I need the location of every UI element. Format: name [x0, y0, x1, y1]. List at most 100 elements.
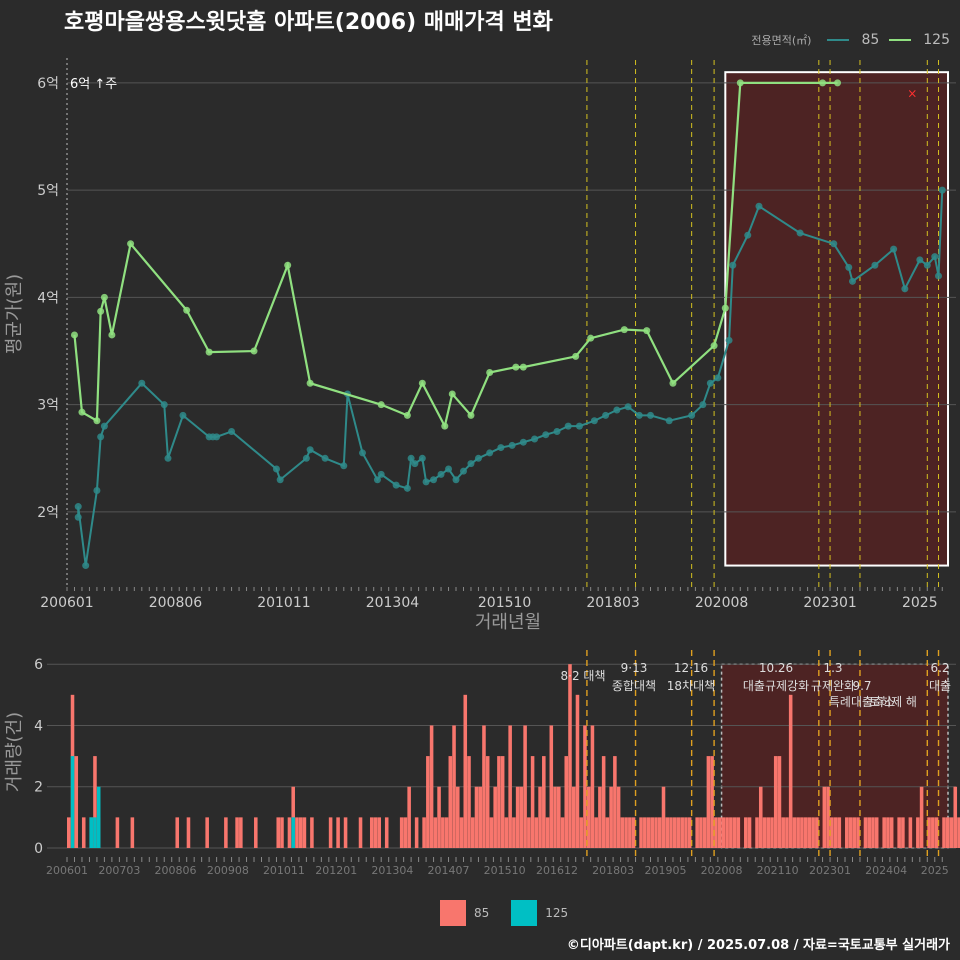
price-point-85: [486, 449, 494, 457]
volume-bar-85: [762, 817, 767, 848]
volume-bar-85: [130, 817, 135, 848]
legend-swatch-125: [889, 39, 912, 41]
price-point-85: [321, 454, 329, 462]
volume-bar-85: [680, 817, 684, 848]
volume-bar-85: [571, 786, 576, 848]
price-point-85: [497, 444, 505, 452]
volume-bar-85: [403, 817, 408, 848]
volume-bar-125: [89, 817, 93, 848]
volume-bar-85: [549, 725, 554, 848]
price-annotation: 6억 ↑주: [70, 77, 117, 92]
volume-y-tick: 0: [34, 841, 43, 857]
price-point-85: [624, 403, 632, 411]
volume-y-tick: 4: [34, 718, 43, 734]
volume-bar-85: [744, 817, 748, 848]
policy-label-bottom: 규제완화: [811, 679, 855, 693]
volume-bar-85: [328, 817, 333, 848]
legend-bar-label-125: 125: [545, 906, 569, 920]
volume-bar-85: [81, 817, 86, 848]
volume-bar-85: [302, 817, 307, 848]
volume-bar-85: [616, 786, 621, 848]
volume-x-tick: 201304: [371, 864, 413, 877]
volume-bar-85: [594, 817, 598, 848]
policy-label-bottom: 토허제 해: [869, 695, 917, 709]
volume-bar-85: [478, 786, 483, 848]
volume-bar-85: [631, 817, 636, 848]
volume-bar-85: [863, 817, 868, 848]
price-point-85: [228, 427, 236, 435]
price-point-125: [250, 347, 258, 355]
volume-bar-85: [575, 694, 580, 848]
volume-bar-85: [650, 817, 655, 848]
price-point-85: [272, 465, 280, 473]
volume-x-tick: 2025: [921, 864, 949, 877]
volume-bar-85: [643, 817, 647, 848]
price-x-tick: 201803: [586, 595, 639, 611]
price-point-85: [93, 486, 101, 494]
volume-bar-85: [710, 756, 714, 848]
volume-bar-85: [837, 817, 842, 848]
volume-bar-85: [444, 817, 449, 848]
volume-bar-85: [336, 817, 340, 848]
price-point-85: [459, 467, 467, 475]
volume-bar-85: [74, 756, 79, 848]
price-point-85: [938, 186, 946, 194]
price-point-85: [452, 476, 460, 484]
volume-x-tick: 200703: [98, 864, 140, 877]
price-point-125: [127, 240, 135, 248]
volume-bar-85: [702, 817, 707, 848]
volume-bar-85: [254, 817, 258, 848]
price-point-85: [729, 261, 737, 269]
volume-bar-85: [657, 817, 662, 848]
volume-bar-85: [373, 817, 378, 848]
volume-bar-85: [931, 817, 935, 848]
price-point-125: [93, 417, 101, 425]
price-point-125: [721, 304, 729, 312]
volume-bar-85: [175, 817, 180, 848]
legend-swatch-85: [827, 39, 850, 41]
volume-bar-85: [830, 817, 834, 848]
policy-label-top: 9.7: [852, 679, 871, 693]
price-point-125: [710, 342, 718, 350]
volume-bar-85: [459, 817, 464, 848]
price-line-125: [73, 81, 838, 430]
price-point-85: [725, 336, 733, 344]
volume-bar-85: [856, 817, 860, 848]
volume-bar-85: [695, 817, 699, 848]
highlight-region: [724, 71, 949, 567]
volume-bar-85: [699, 817, 703, 848]
price-point-85: [422, 478, 430, 486]
volume-legend: 85 125: [440, 900, 568, 926]
volume-bar-85: [822, 786, 827, 848]
volume-bar-85: [399, 817, 404, 848]
volume-bar-85: [669, 817, 673, 848]
price-point-125: [97, 307, 105, 315]
volume-bar-85: [725, 817, 729, 848]
price-point-85: [358, 449, 366, 457]
price-point-125: [448, 390, 456, 398]
volume-bar-85: [463, 694, 468, 848]
volume-bar-85: [205, 817, 209, 848]
price-point-85: [392, 481, 400, 489]
volume-bar-85: [646, 817, 651, 848]
volume-bar-85: [560, 817, 565, 848]
volume-bar-85: [613, 756, 617, 848]
volume-bar-85: [586, 786, 591, 848]
volume-bar-85: [927, 817, 931, 848]
volume-bar-85: [67, 817, 71, 848]
volume-bar-85: [239, 817, 243, 848]
volume-y-tick: 6: [34, 657, 43, 673]
price-point-85: [688, 411, 696, 419]
price-point-85: [830, 240, 838, 248]
price-point-85: [531, 435, 539, 443]
price-x-tick: 201011: [257, 595, 310, 611]
price-point-125: [284, 261, 292, 269]
volume-bar-85: [601, 756, 606, 848]
price-point-85: [665, 417, 673, 425]
price-point-85: [901, 285, 909, 293]
volume-x-tick: 201612: [536, 864, 578, 877]
policy-label-bottom: 종합대책: [612, 678, 656, 693]
volume-bar-85: [512, 817, 516, 848]
price-y-tick: 5억: [37, 183, 59, 199]
volume-bar-85: [815, 817, 819, 848]
